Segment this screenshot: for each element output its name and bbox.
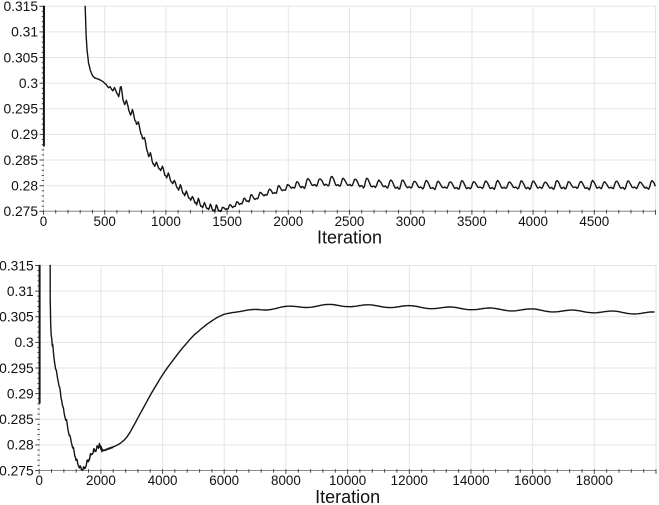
- svg-text:2500: 2500: [335, 214, 365, 229]
- svg-text:Iteration: Iteration: [315, 487, 380, 505]
- svg-text:0.3: 0.3: [15, 335, 35, 350]
- svg-text:12000: 12000: [391, 473, 428, 488]
- svg-text:4000: 4000: [518, 214, 548, 229]
- svg-text:0.305: 0.305: [3, 50, 38, 65]
- svg-text:0.315: 0.315: [0, 258, 34, 273]
- svg-text:8000: 8000: [271, 473, 301, 488]
- svg-text:0.295: 0.295: [3, 102, 38, 117]
- svg-text:0.3: 0.3: [19, 76, 39, 91]
- svg-text:0.275: 0.275: [3, 204, 38, 219]
- svg-text:14000: 14000: [452, 473, 489, 488]
- svg-text:6000: 6000: [209, 473, 239, 488]
- svg-text:4000: 4000: [148, 473, 178, 488]
- svg-text:0.275: 0.275: [0, 463, 34, 478]
- svg-text:2000: 2000: [273, 214, 303, 229]
- svg-text:0.31: 0.31: [7, 284, 34, 299]
- svg-text:500: 500: [94, 214, 116, 229]
- svg-text:3000: 3000: [396, 214, 426, 229]
- svg-text:3500: 3500: [457, 214, 487, 229]
- svg-text:0.305: 0.305: [0, 310, 34, 325]
- svg-text:10000: 10000: [329, 473, 366, 488]
- svg-text:1000: 1000: [151, 214, 181, 229]
- svg-text:0.285: 0.285: [0, 412, 34, 427]
- svg-text:0.29: 0.29: [11, 127, 38, 142]
- svg-text:18000: 18000: [576, 473, 613, 488]
- svg-text:0: 0: [35, 473, 42, 488]
- svg-text:4500: 4500: [579, 214, 609, 229]
- svg-text:Iteration: Iteration: [317, 228, 382, 248]
- svg-text:0.285: 0.285: [3, 153, 38, 168]
- svg-text:0.29: 0.29: [7, 386, 34, 401]
- svg-text:0.315: 0.315: [3, 0, 38, 14]
- svg-text:0.31: 0.31: [11, 25, 38, 40]
- svg-text:2000: 2000: [86, 473, 116, 488]
- svg-text:0: 0: [40, 214, 47, 229]
- svg-text:0.295: 0.295: [0, 361, 34, 376]
- svg-text:1500: 1500: [212, 214, 242, 229]
- svg-text:16000: 16000: [514, 473, 551, 488]
- svg-text:0.28: 0.28: [11, 179, 38, 194]
- svg-text:0.28: 0.28: [7, 438, 34, 453]
